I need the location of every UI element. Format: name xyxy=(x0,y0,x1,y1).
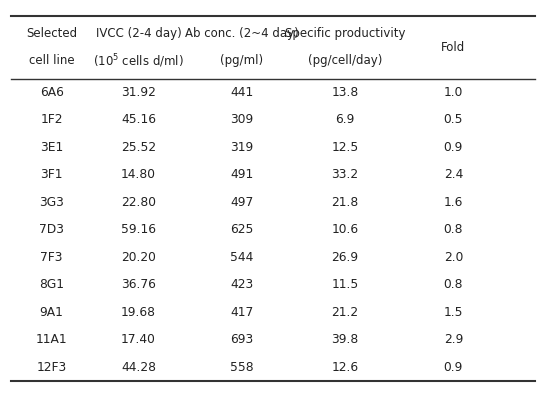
Text: 45.16: 45.16 xyxy=(121,113,156,127)
Text: 0.5: 0.5 xyxy=(444,113,463,127)
Text: 7F3: 7F3 xyxy=(40,251,63,264)
Text: 31.92: 31.92 xyxy=(121,86,156,99)
Text: 1.6: 1.6 xyxy=(444,196,463,209)
Text: 33.2: 33.2 xyxy=(331,168,358,182)
Text: 1.0: 1.0 xyxy=(444,86,463,99)
Text: 39.8: 39.8 xyxy=(331,333,358,347)
Text: 36.76: 36.76 xyxy=(121,278,156,292)
Text: 417: 417 xyxy=(230,306,253,319)
Text: (pg/cell/day): (pg/cell/day) xyxy=(308,54,382,68)
Text: 17.40: 17.40 xyxy=(121,333,156,347)
Text: 0.9: 0.9 xyxy=(444,361,463,374)
Text: 19.68: 19.68 xyxy=(121,306,156,319)
Text: (pg/ml): (pg/ml) xyxy=(220,54,263,68)
Text: 3E1: 3E1 xyxy=(40,141,63,154)
Text: 309: 309 xyxy=(230,113,253,127)
Text: 6.9: 6.9 xyxy=(335,113,355,127)
Text: 22.80: 22.80 xyxy=(121,196,156,209)
Text: 544: 544 xyxy=(230,251,254,264)
Text: 497: 497 xyxy=(230,196,253,209)
Text: Specific productivity: Specific productivity xyxy=(285,27,405,40)
Text: 12.5: 12.5 xyxy=(331,141,358,154)
Text: 423: 423 xyxy=(230,278,253,292)
Text: 13.8: 13.8 xyxy=(331,86,358,99)
Text: 11.5: 11.5 xyxy=(331,278,358,292)
Text: 693: 693 xyxy=(230,333,253,347)
Text: 6A6: 6A6 xyxy=(40,86,64,99)
Text: 558: 558 xyxy=(230,361,254,374)
Text: 10.6: 10.6 xyxy=(331,223,358,237)
Text: 20.20: 20.20 xyxy=(121,251,156,264)
Text: Fold: Fold xyxy=(441,40,465,54)
Text: 9A1: 9A1 xyxy=(40,306,64,319)
Text: 319: 319 xyxy=(230,141,253,154)
Text: 21.8: 21.8 xyxy=(331,196,358,209)
Text: 8G1: 8G1 xyxy=(39,278,64,292)
Text: Ab conc. (2~4 day): Ab conc. (2~4 day) xyxy=(185,27,299,40)
Text: 7D3: 7D3 xyxy=(39,223,64,237)
Text: 0.8: 0.8 xyxy=(444,223,463,237)
Text: 12F3: 12F3 xyxy=(36,361,67,374)
Text: Selected: Selected xyxy=(26,27,77,40)
Text: 44.28: 44.28 xyxy=(121,361,156,374)
Text: 491: 491 xyxy=(230,168,253,182)
Text: 2.0: 2.0 xyxy=(444,251,463,264)
Text: 59.16: 59.16 xyxy=(121,223,156,237)
Text: 2.9: 2.9 xyxy=(444,333,463,347)
Text: 3G3: 3G3 xyxy=(39,196,64,209)
Text: 625: 625 xyxy=(230,223,254,237)
Text: 3F1: 3F1 xyxy=(40,168,63,182)
Text: 0.9: 0.9 xyxy=(444,141,463,154)
Text: 441: 441 xyxy=(230,86,253,99)
Text: 26.9: 26.9 xyxy=(331,251,358,264)
Text: 2.4: 2.4 xyxy=(444,168,463,182)
Text: cell line: cell line xyxy=(29,54,74,68)
Text: IVCC (2-4 day): IVCC (2-4 day) xyxy=(96,27,181,40)
Text: 21.2: 21.2 xyxy=(331,306,358,319)
Text: 12.6: 12.6 xyxy=(331,361,358,374)
Text: 14.80: 14.80 xyxy=(121,168,156,182)
Text: $(10^5$ cells d/ml): $(10^5$ cells d/ml) xyxy=(93,52,184,70)
Text: 25.52: 25.52 xyxy=(121,141,156,154)
Text: 0.8: 0.8 xyxy=(444,278,463,292)
Text: 11A1: 11A1 xyxy=(36,333,67,347)
Text: 1F2: 1F2 xyxy=(40,113,63,127)
Text: 1.5: 1.5 xyxy=(444,306,463,319)
